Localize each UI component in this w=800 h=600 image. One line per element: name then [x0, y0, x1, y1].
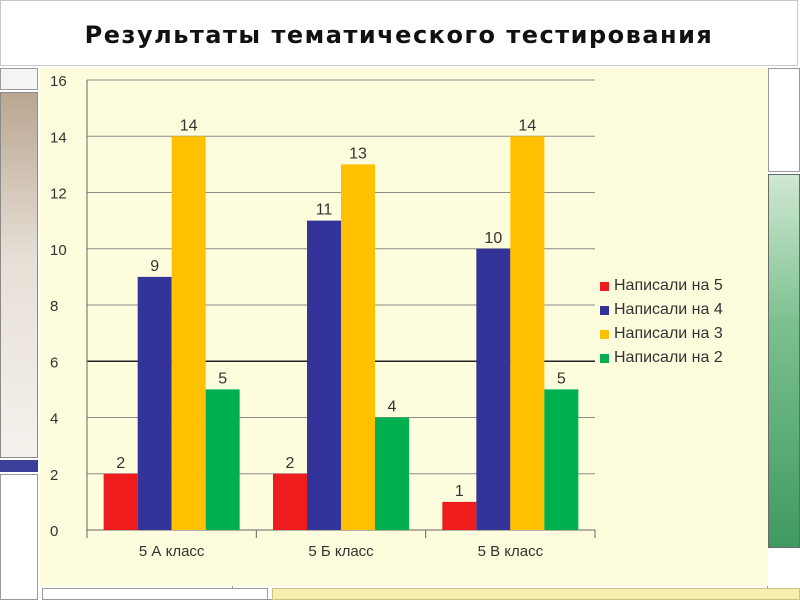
y-tick-label: 16	[50, 73, 67, 90]
chart-legend: Написали на 5 Написали на 4 Написали на 3 Н…	[600, 274, 723, 370]
legend-swatch	[600, 281, 609, 291]
category-label: 5 А класс	[139, 543, 205, 560]
y-tick-label: 6	[50, 354, 58, 371]
chart-area: 0 2 4 6 8 10 12 14 16 5 А класс 2 9 14 5 5 Б класс 2 11 1…	[40, 68, 768, 586]
data-label: 9	[150, 258, 159, 275]
data-label: 4	[388, 399, 397, 416]
bar	[442, 501, 477, 530]
page-title: Результаты тематического тестирования	[84, 21, 714, 49]
bar	[375, 417, 409, 530]
data-label: 14	[180, 117, 198, 134]
category-label: 5 В класс	[478, 543, 544, 560]
bar	[307, 220, 341, 530]
legend-swatch	[600, 329, 609, 339]
legend-item: Написали на 4	[600, 298, 723, 322]
legend-label: Написали на 3	[614, 325, 723, 342]
bar	[205, 389, 240, 530]
legend-item: Написали на 5	[600, 274, 723, 298]
legend-swatch	[600, 353, 609, 363]
data-label: 1	[455, 483, 464, 500]
y-tick-label: 4	[50, 411, 58, 428]
left-blue-stripe	[0, 460, 38, 472]
data-label: 13	[349, 145, 367, 162]
data-label: 11	[316, 202, 333, 219]
bar	[341, 164, 375, 530]
right-gradient-panel	[768, 174, 800, 548]
y-tick-label: 12	[50, 186, 67, 203]
data-label: 2	[286, 455, 295, 472]
title-bar: Результаты тематического тестирования	[0, 0, 798, 66]
data-label: 2	[116, 455, 125, 472]
bar	[476, 248, 511, 530]
legend-item: Написали на 3	[600, 322, 723, 346]
right-top-decoration	[768, 68, 800, 172]
data-label: 5	[218, 370, 227, 387]
y-tick-label: 8	[50, 298, 58, 315]
bar	[544, 389, 579, 530]
y-tick-label: 2	[50, 467, 58, 484]
bottom-yellow-strip	[272, 588, 800, 600]
category-label: 5 Б класс	[308, 543, 374, 560]
bottom-left-decoration	[42, 588, 268, 600]
bar	[103, 473, 138, 530]
data-label: 10	[484, 230, 502, 247]
data-label: 14	[518, 117, 536, 134]
left-top-decoration	[0, 68, 38, 90]
legend-label: Написали на 4	[614, 301, 723, 318]
left-bottom-decoration	[0, 474, 38, 600]
y-tick-label: 14	[50, 129, 67, 146]
legend-label: Написали на 5	[614, 277, 723, 294]
left-gradient-panel	[0, 92, 38, 458]
bar	[137, 276, 172, 530]
legend-label: Написали на 2	[614, 349, 723, 366]
legend-item: Написали на 2	[600, 346, 723, 370]
y-tick-label: 10	[50, 242, 67, 259]
bar	[171, 136, 206, 530]
bar	[273, 473, 307, 530]
legend-swatch	[600, 305, 609, 315]
data-label: 5	[557, 370, 566, 387]
bar	[510, 136, 545, 530]
y-tick-label: 0	[50, 523, 58, 540]
